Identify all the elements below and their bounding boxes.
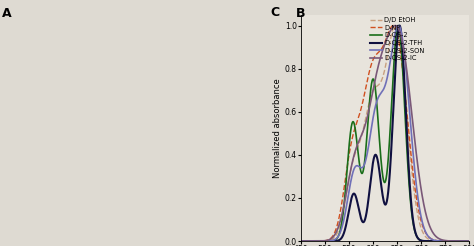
- D-NP: [390, 24, 396, 27]
- D-QS-2-TFH: [298, 240, 304, 243]
- D-NP: [375, 51, 381, 54]
- D-NP: [307, 240, 312, 243]
- D/D EtOH: [462, 240, 467, 243]
- D-QS-2-SON: [396, 24, 401, 27]
- D-QS-2: [298, 240, 304, 243]
- D/D EtOH: [298, 240, 304, 243]
- D-QS-2-IC: [375, 64, 381, 67]
- Text: A: A: [2, 7, 12, 20]
- D/D EtOH: [375, 84, 381, 87]
- Line: D-QS-2-TFH: D-QS-2-TFH: [301, 26, 469, 241]
- D-NP: [380, 45, 386, 48]
- D-QS-2: [431, 240, 437, 243]
- Text: B: B: [296, 7, 306, 20]
- D-QS-2: [375, 123, 381, 126]
- D-QS-2-IC: [307, 240, 312, 243]
- D-QS-2-TFH: [380, 195, 386, 198]
- D-QS-2-IC: [298, 240, 304, 243]
- D-QS-2-SON: [380, 89, 386, 92]
- Line: D/D EtOH: D/D EtOH: [301, 26, 469, 241]
- D-QS-2-IC: [431, 232, 437, 235]
- D-QS-2: [395, 24, 401, 27]
- D/D EtOH: [380, 76, 386, 78]
- D-QS-2-TFH: [397, 24, 402, 27]
- Line: D-QS-2: D-QS-2: [301, 26, 469, 241]
- D-QS-2-IC: [462, 240, 467, 243]
- D-QS-2: [462, 240, 467, 243]
- D-QS-2-TFH: [462, 240, 467, 243]
- D-QS-2-IC: [392, 24, 398, 27]
- D-QS-2-IC: [380, 48, 386, 51]
- D-NP: [466, 240, 472, 243]
- Line: D-QS-2-IC: D-QS-2-IC: [301, 26, 469, 241]
- D-QS-2-SON: [298, 240, 304, 243]
- Text: C: C: [271, 6, 280, 19]
- D-QS-2-SON: [462, 240, 467, 243]
- D-QS-2-IC: [462, 240, 467, 243]
- D-NP: [298, 240, 304, 243]
- D/D EtOH: [462, 240, 467, 243]
- D-QS-2: [307, 240, 312, 243]
- D/D EtOH: [392, 24, 398, 27]
- D-QS-2-IC: [466, 240, 472, 243]
- D-NP: [462, 240, 467, 243]
- D/D EtOH: [466, 240, 472, 243]
- D-NP: [431, 238, 437, 241]
- D-QS-2: [380, 175, 386, 178]
- D-QS-2-SON: [462, 240, 467, 243]
- D/D EtOH: [431, 239, 437, 242]
- D-NP: [462, 240, 467, 243]
- Legend: D/D EtOH, D-NP, D-QS-2, D-QS-2-TFH, D-QS-2-SON, D-QS-2-IC: D/D EtOH, D-NP, D-QS-2, D-QS-2-TFH, D-QS…: [368, 16, 426, 63]
- D-QS-2-SON: [431, 239, 437, 242]
- D-QS-2: [462, 240, 467, 243]
- D-QS-2-TFH: [431, 240, 437, 243]
- Y-axis label: Normalized absorbance: Normalized absorbance: [273, 78, 282, 178]
- D-QS-2-SON: [466, 240, 472, 243]
- Line: D-NP: D-NP: [301, 26, 469, 241]
- D-QS-2-TFH: [466, 240, 472, 243]
- D-QS-2-SON: [375, 96, 381, 99]
- D-QS-2-TFH: [462, 240, 467, 243]
- D-QS-2-SON: [307, 240, 312, 243]
- D-QS-2-TFH: [307, 240, 312, 243]
- D-QS-2-TFH: [375, 163, 381, 166]
- Line: D-QS-2-SON: D-QS-2-SON: [301, 26, 469, 241]
- D-QS-2: [466, 240, 472, 243]
- D/D EtOH: [307, 240, 312, 243]
